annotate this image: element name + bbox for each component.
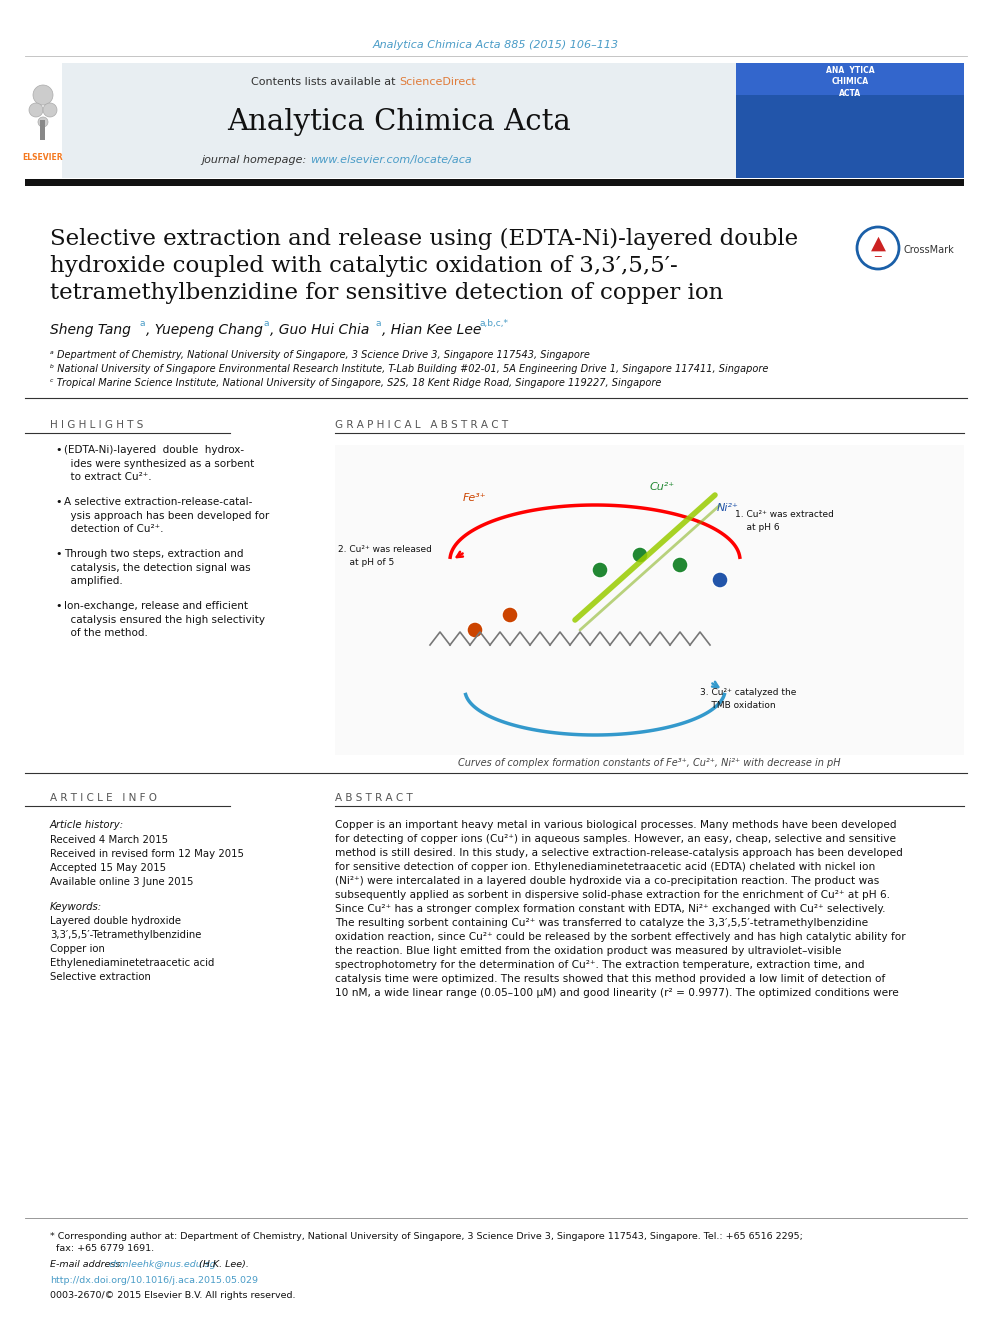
FancyBboxPatch shape [335, 445, 964, 755]
Text: Received 4 March 2015: Received 4 March 2015 [50, 835, 168, 845]
Text: a: a [264, 319, 270, 328]
Text: Cu²⁺: Cu²⁺ [650, 482, 675, 492]
Text: the reaction. Blue light emitted from the oxidation product was measured by ultr: the reaction. Blue light emitted from th… [335, 946, 841, 957]
Text: a,b,c,*: a,b,c,* [480, 319, 509, 328]
Text: a: a [140, 319, 146, 328]
Circle shape [672, 557, 688, 573]
Text: oxidation reaction, since Cu²⁺ could be released by the sorbent effectively and : oxidation reaction, since Cu²⁺ could be … [335, 931, 906, 942]
Circle shape [502, 607, 518, 623]
Circle shape [632, 546, 648, 564]
Text: CrossMark: CrossMark [903, 245, 953, 255]
Text: ᶜ Tropical Marine Science Institute, National University of Singapore, S2S, 18 K: ᶜ Tropical Marine Science Institute, Nat… [50, 378, 662, 388]
Text: Keywords:: Keywords: [50, 902, 102, 912]
Text: G R A P H I C A L   A B S T R A C T: G R A P H I C A L A B S T R A C T [335, 419, 508, 430]
Text: ─: ─ [875, 251, 881, 261]
FancyBboxPatch shape [736, 64, 964, 179]
Circle shape [29, 103, 43, 116]
Text: Through two steps, extraction and
  catalysis, the detection signal was
  amplif: Through two steps, extraction and cataly… [64, 549, 251, 586]
Text: * Corresponding author at: Department of Chemistry, National University of Singa: * Corresponding author at: Department of… [50, 1232, 803, 1241]
Text: http://dx.doi.org/10.1016/j.aca.2015.05.029: http://dx.doi.org/10.1016/j.aca.2015.05.… [50, 1275, 258, 1285]
Text: at pH of 5: at pH of 5 [338, 558, 394, 568]
Text: 1. Cu²⁺ was extracted: 1. Cu²⁺ was extracted [735, 509, 834, 519]
Text: Article history:: Article history: [50, 820, 124, 830]
Text: for detecting of copper ions (Cu²⁺) in aqueous samples. However, an easy, cheap,: for detecting of copper ions (Cu²⁺) in a… [335, 833, 896, 844]
FancyBboxPatch shape [736, 64, 964, 95]
Text: 3. Cu²⁺ catalyzed the: 3. Cu²⁺ catalyzed the [700, 688, 797, 697]
Bar [40, 120, 45, 140]
Text: Ethylenediaminetetraacetic acid: Ethylenediaminetetraacetic acid [50, 958, 214, 968]
Text: ELSEVIER: ELSEVIER [23, 153, 63, 163]
Text: Fe³⁺: Fe³⁺ [463, 493, 487, 503]
Circle shape [592, 562, 608, 578]
Text: method is still desired. In this study, a selective extraction-release-catalysis: method is still desired. In this study, … [335, 848, 903, 859]
Text: , Yuepeng Chang: , Yuepeng Chang [146, 323, 263, 337]
Text: Available online 3 June 2015: Available online 3 June 2015 [50, 877, 193, 886]
Circle shape [43, 103, 57, 116]
Circle shape [33, 85, 53, 105]
Text: The resulting sorbent containing Cu²⁺ was transferred to catalyze the 3,3′,5,5′-: The resulting sorbent containing Cu²⁺ wa… [335, 918, 868, 927]
Text: tetramethylbenzidine for sensitive detection of copper ion: tetramethylbenzidine for sensitive detec… [50, 282, 723, 304]
Text: for sensitive detection of copper ion. Ethylenediaminetetraacetic acid (EDTA) ch: for sensitive detection of copper ion. E… [335, 863, 875, 872]
Text: , Guo Hui Chia: , Guo Hui Chia [270, 323, 369, 337]
Text: •: • [55, 497, 62, 507]
Text: journal homepage:: journal homepage: [201, 155, 310, 165]
Text: www.elsevier.com/locate/aca: www.elsevier.com/locate/aca [310, 155, 472, 165]
Text: E-mail address:: E-mail address: [50, 1259, 127, 1269]
FancyBboxPatch shape [25, 64, 62, 179]
Text: chmleehk@nus.edu.sg: chmleehk@nus.edu.sg [109, 1259, 216, 1269]
Text: Selective extraction: Selective extraction [50, 972, 151, 982]
Text: Copper ion: Copper ion [50, 945, 105, 954]
Text: (Ni²⁺) were intercalated in a layered double hydroxide via a co-precipitation re: (Ni²⁺) were intercalated in a layered do… [335, 876, 879, 886]
Circle shape [38, 116, 48, 127]
Text: •: • [55, 601, 62, 611]
Bar [25, 179, 964, 187]
Text: H I G H L I G H T S: H I G H L I G H T S [50, 419, 144, 430]
Text: TMB oxidation: TMB oxidation [700, 701, 776, 710]
Text: A selective extraction-release-catal-
  ysis approach has been developed for
  d: A selective extraction-release-catal- ys… [64, 497, 269, 534]
Text: Selective extraction and release using (EDTA-Ni)-layered double: Selective extraction and release using (… [50, 228, 799, 250]
Text: 2. Cu²⁺ was released: 2. Cu²⁺ was released [338, 545, 432, 554]
Text: Analytica Chimica Acta 885 (2015) 106–113: Analytica Chimica Acta 885 (2015) 106–11… [373, 40, 619, 50]
Text: ANA  YTICA
CHIMICA
ACTA: ANA YTICA CHIMICA ACTA [825, 66, 874, 98]
Text: •: • [55, 549, 62, 560]
Text: 10 nM, a wide linear range (0.05–100 μM) and good linearity (r² = 0.9977). The o: 10 nM, a wide linear range (0.05–100 μM)… [335, 988, 899, 998]
Text: 3,3′,5,5′-Tetramethylbenzidine: 3,3′,5,5′-Tetramethylbenzidine [50, 930, 201, 941]
Circle shape [857, 228, 899, 269]
Circle shape [467, 622, 483, 638]
Text: a: a [376, 319, 382, 328]
Text: Sheng Tang: Sheng Tang [50, 323, 131, 337]
Text: at pH 6: at pH 6 [735, 523, 780, 532]
Text: catalysis time were optimized. The results showed that this method provided a lo: catalysis time were optimized. The resul… [335, 974, 885, 984]
Text: hydroxide coupled with catalytic oxidation of 3,3′,5,5′-: hydroxide coupled with catalytic oxidati… [50, 255, 678, 277]
Text: Analytica Chimica Acta: Analytica Chimica Acta [227, 108, 571, 136]
Text: Layered double hydroxide: Layered double hydroxide [50, 916, 181, 926]
Text: ᵇ National University of Singapore Environmental Research Institute, T-Lab Build: ᵇ National University of Singapore Envir… [50, 364, 769, 374]
Text: •: • [55, 445, 62, 455]
Text: Curves of complex formation constants of Fe³⁺, Cu²⁺, Ni²⁺ with decrease in pH: Curves of complex formation constants of… [457, 758, 840, 767]
Text: ᵃ Department of Chemistry, National University of Singapore, 3 Science Drive 3, : ᵃ Department of Chemistry, National Univ… [50, 351, 590, 360]
Text: Received in revised form 12 May 2015: Received in revised form 12 May 2015 [50, 849, 244, 859]
Text: ▲: ▲ [871, 233, 886, 253]
Text: subsequently applied as sorbent in dispersive solid-phase extraction for the enr: subsequently applied as sorbent in dispe… [335, 890, 890, 900]
Text: , Hian Kee Lee: , Hian Kee Lee [382, 323, 481, 337]
Text: Contents lists available at: Contents lists available at [251, 77, 399, 87]
Text: A R T I C L E   I N F O: A R T I C L E I N F O [50, 792, 157, 803]
Text: (H.K. Lee).: (H.K. Lee). [196, 1259, 249, 1269]
Text: ScienceDirect: ScienceDirect [399, 77, 476, 87]
Text: Since Cu²⁺ has a stronger complex formation constant with EDTA, Ni²⁺ exchanged w: Since Cu²⁺ has a stronger complex format… [335, 904, 886, 914]
Text: Copper is an important heavy metal in various biological processes. Many methods: Copper is an important heavy metal in va… [335, 820, 897, 830]
Text: spectrophotometry for the determination of Cu²⁺. The extraction temperature, ext: spectrophotometry for the determination … [335, 960, 865, 970]
Text: 0003-2670/© 2015 Elsevier B.V. All rights reserved.: 0003-2670/© 2015 Elsevier B.V. All right… [50, 1291, 296, 1301]
Text: (EDTA-Ni)-layered  double  hydrox-
  ides were synthesized as a sorbent
  to ext: (EDTA-Ni)-layered double hydrox- ides we… [64, 445, 254, 482]
FancyBboxPatch shape [62, 64, 736, 179]
Text: fax: +65 6779 1691.: fax: +65 6779 1691. [50, 1244, 154, 1253]
Text: Accepted 15 May 2015: Accepted 15 May 2015 [50, 863, 166, 873]
Text: A B S T R A C T: A B S T R A C T [335, 792, 413, 803]
Text: Ion-exchange, release and efficient
  catalysis ensured the high selectivity
  o: Ion-exchange, release and efficient cata… [64, 601, 265, 638]
Circle shape [712, 572, 728, 587]
Text: Ni²⁺: Ni²⁺ [717, 503, 739, 513]
